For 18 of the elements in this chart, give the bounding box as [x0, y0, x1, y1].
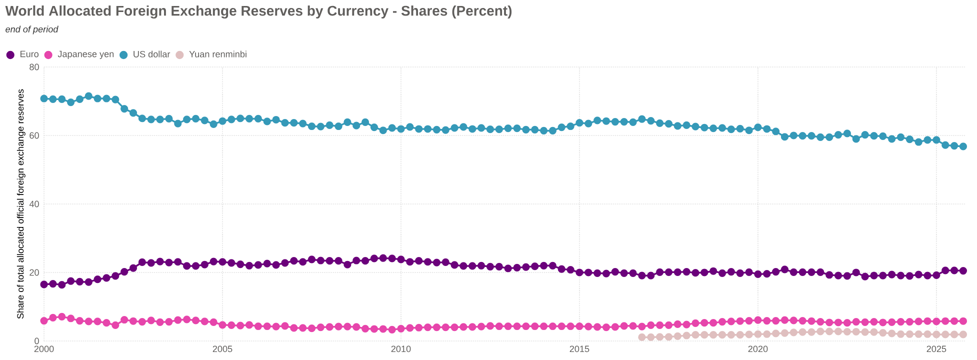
y-axis-title: Share of total allocated official foreign exchange reserves: [16, 89, 26, 319]
x-tick-label: 2010: [391, 346, 411, 352]
y-tick-label: 60: [30, 132, 39, 139]
chart-title: World Allocated Foreign Exchange Reserves by Currency - Shares (Percent): [5, 5, 512, 19]
x-tick-label: 2020: [748, 346, 768, 352]
legend-label: Japanese yen: [58, 50, 114, 60]
y-tick-label: 0: [34, 338, 39, 344]
legend-label: US dollar: [134, 50, 170, 58]
legend-label: Euro: [20, 50, 39, 58]
legend-label: Yuan renminbi: [189, 50, 246, 58]
y-tick-label: 20: [30, 269, 39, 276]
chart-subtitle: end of period: [6, 26, 58, 34]
y-tick-label: 80: [30, 64, 39, 70]
x-tick-label: 2025: [926, 346, 946, 352]
x-tick-label: 2005: [212, 346, 232, 352]
y-tick-label: 40: [29, 200, 39, 208]
x-tick-label: 2015: [570, 346, 590, 352]
x-tick-label: 2000: [34, 346, 54, 352]
